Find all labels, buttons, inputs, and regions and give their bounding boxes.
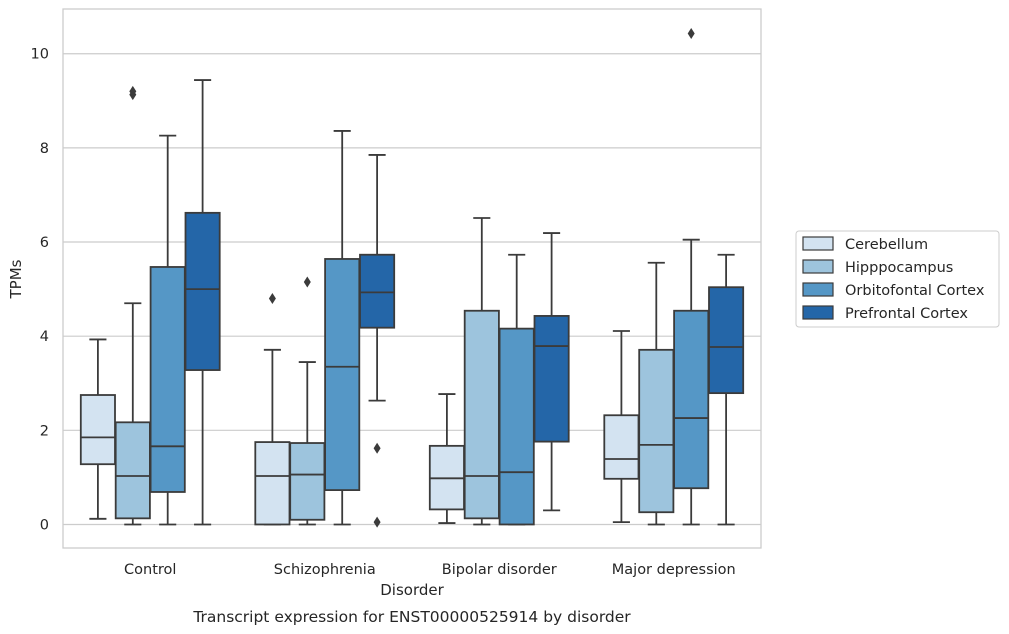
legend-label: Cerebellum	[845, 237, 928, 253]
box-iqr	[289, 442, 326, 521]
box-iqr	[498, 327, 535, 526]
outlier-point	[373, 442, 381, 454]
outlier-point	[687, 27, 695, 39]
y-tick-label: 2	[40, 423, 49, 439]
box-iqr	[603, 414, 640, 480]
plot-frame	[62, 8, 762, 549]
box-iqr	[638, 348, 675, 514]
legend-swatch	[802, 236, 834, 251]
chart-caption: Transcript expression for ENST0000052591…	[192, 608, 631, 626]
boxes	[79, 27, 745, 528]
box-iqr	[79, 394, 116, 466]
y-tick-label: 6	[40, 235, 49, 251]
legend-label: Orbitofontal Cortex	[845, 283, 985, 299]
box-cerebellum-1	[254, 293, 291, 526]
box-iqr	[359, 253, 396, 329]
box-iqr	[533, 315, 570, 443]
box-prefrontal-cortex-3	[708, 253, 745, 526]
legend-item: Hipppocampus	[802, 259, 953, 276]
y-tick-label: 0	[40, 517, 49, 533]
legend-swatch	[802, 282, 834, 297]
box-iqr	[149, 266, 186, 493]
box-prefrontal-cortex-1	[359, 154, 396, 528]
box-prefrontal-cortex-0	[184, 79, 221, 526]
outlier-point	[129, 85, 137, 97]
y-tick-label: 4	[40, 329, 49, 345]
legend-item: Orbitofontal Cortex	[802, 282, 985, 299]
legend-swatch	[802, 305, 834, 320]
legend-label: Hipppocampus	[845, 260, 953, 276]
legend-item: Cerebellum	[802, 236, 928, 253]
box-orbitofontal-cortex-0	[149, 134, 186, 526]
x-tick-labels: Control Schizophrenia Bipolar disorder Majo…	[124, 562, 736, 578]
box-orbitofontal-cortex-1	[324, 130, 361, 526]
legend: Cerebellum Hipppocampus Orbitofontal Corte…	[795, 230, 1000, 328]
outlier-point	[303, 276, 311, 288]
x-tick-label: Bipolar disorder	[442, 562, 557, 578]
box-hipppocampus-1	[289, 276, 326, 526]
box-hipppocampus-2	[463, 217, 500, 526]
box-iqr	[708, 286, 745, 395]
legend-item: Prefrontal Cortex	[802, 305, 968, 322]
box-cerebellum-2	[428, 393, 465, 524]
box-prefrontal-cortex-2	[533, 232, 570, 512]
box-hipppocampus-3	[638, 261, 675, 526]
box-hipppocampus-0	[114, 85, 151, 526]
box-iqr	[324, 258, 361, 491]
y-tick-label: 8	[40, 141, 49, 157]
x-tick-label: Control	[124, 562, 176, 578]
legend-frame	[795, 230, 1000, 328]
box-orbitofontal-cortex-3	[673, 27, 710, 526]
y-tick-labels: 0 2 4 6 8 10	[31, 47, 49, 534]
box-iqr	[114, 421, 151, 520]
box-iqr	[254, 441, 291, 526]
box-iqr	[463, 309, 500, 520]
x-axis-label: Disorder	[380, 581, 444, 599]
y-axis-label: TPMs	[7, 259, 25, 299]
y-tick-label: 10	[31, 47, 49, 63]
legend-label: Prefrontal Cortex	[845, 306, 968, 322]
legend-swatch	[802, 259, 834, 274]
box-cerebellum-3	[603, 330, 640, 524]
box-iqr	[673, 309, 710, 490]
box-iqr	[184, 211, 221, 371]
box-orbitofontal-cortex-2	[498, 253, 535, 526]
outlier-point	[373, 516, 381, 528]
box-cerebellum-0	[79, 338, 116, 520]
x-tick-label: Schizophrenia	[274, 562, 376, 578]
x-tick-label: Major depression	[612, 562, 736, 578]
outlier-point	[268, 293, 276, 305]
